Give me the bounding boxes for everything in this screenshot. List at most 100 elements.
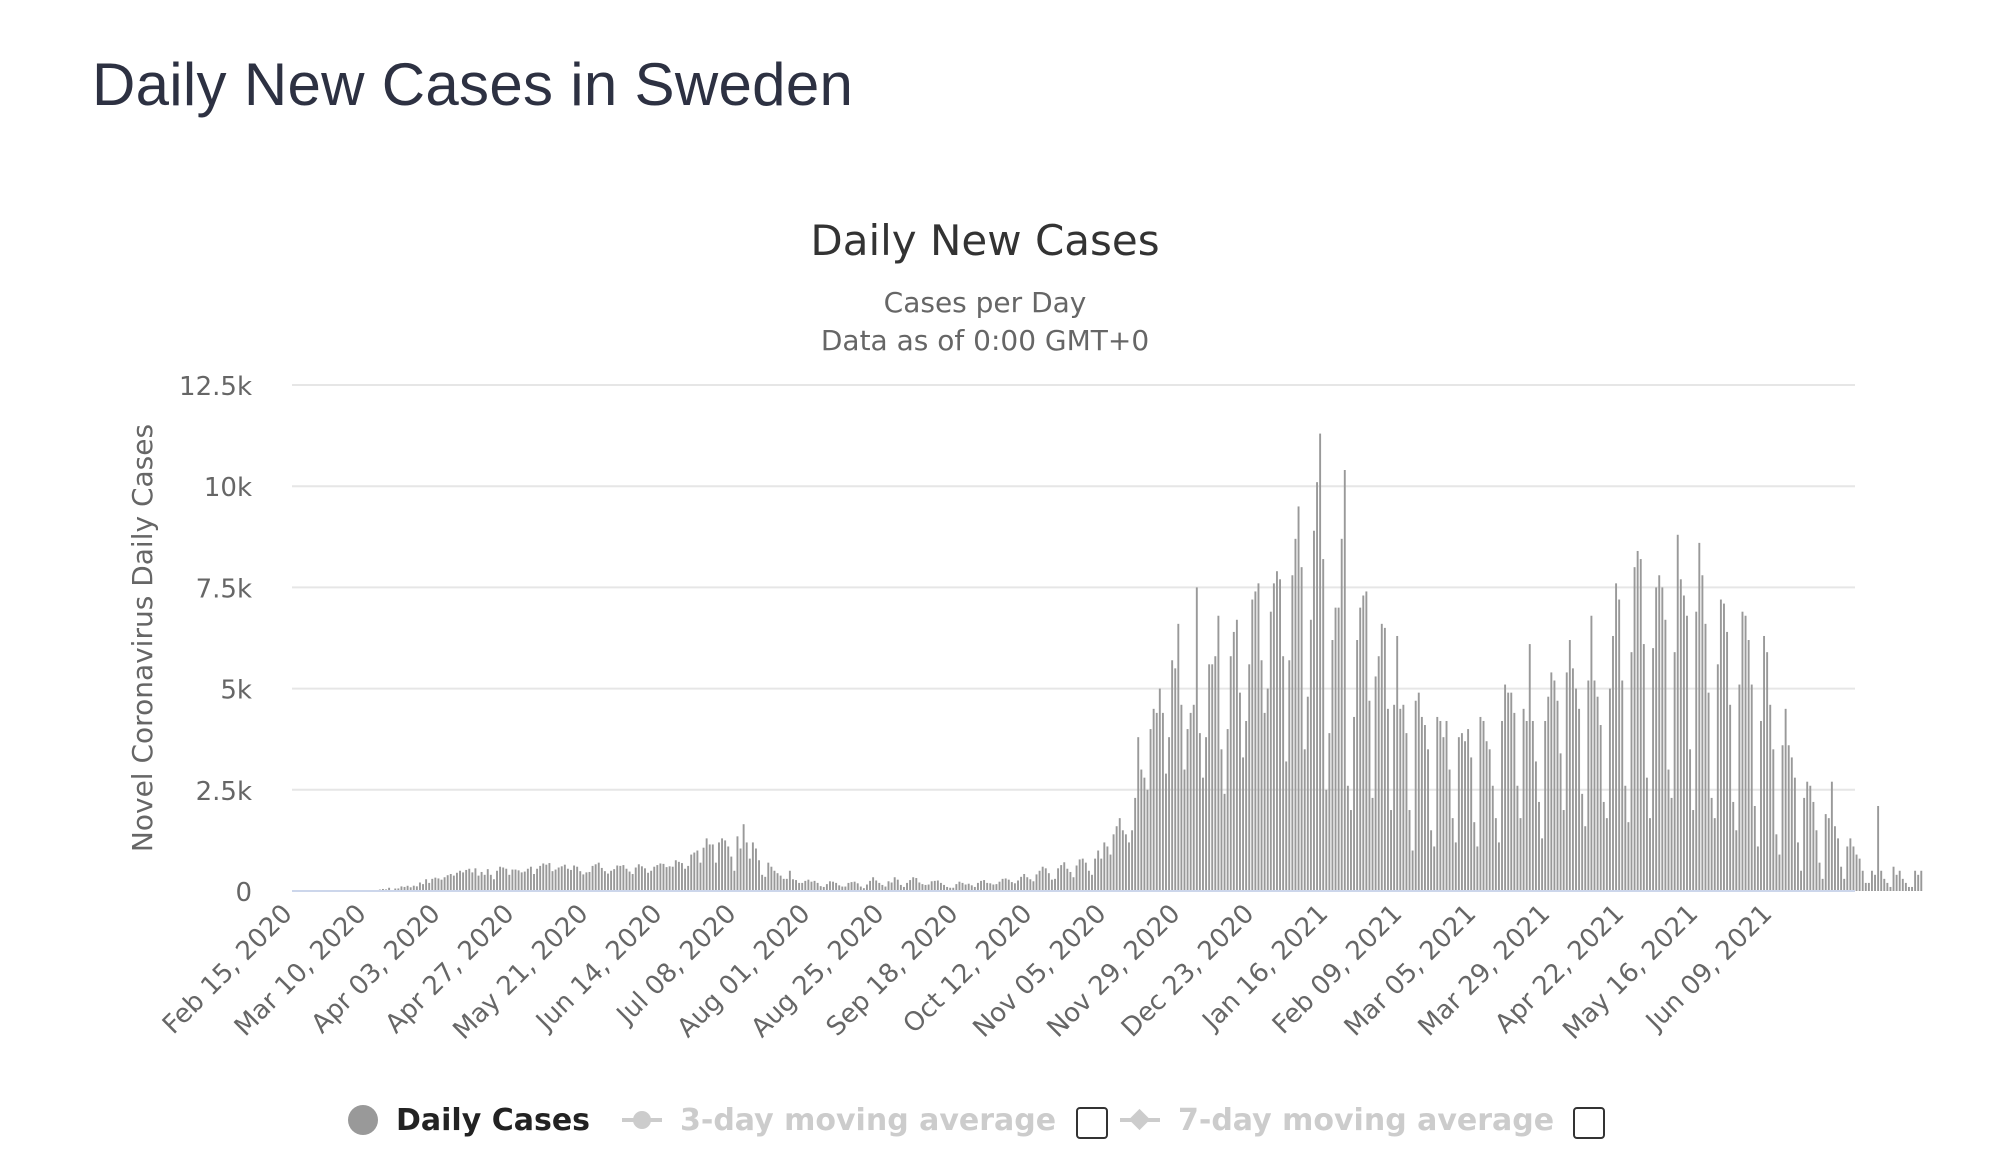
bar[interactable] bbox=[1263, 712, 1266, 891]
bar[interactable] bbox=[1778, 854, 1781, 891]
bar[interactable] bbox=[755, 848, 757, 892]
bar[interactable] bbox=[637, 864, 640, 891]
bar[interactable] bbox=[1568, 640, 1571, 891]
bar[interactable] bbox=[409, 887, 412, 891]
bar[interactable] bbox=[822, 886, 825, 891]
bar[interactable] bbox=[1402, 704, 1405, 891]
bar[interactable] bbox=[1784, 708, 1787, 891]
bar[interactable] bbox=[1491, 785, 1494, 891]
bar[interactable] bbox=[647, 872, 650, 891]
bar[interactable] bbox=[918, 882, 921, 892]
bar[interactable] bbox=[1880, 870, 1883, 891]
bar[interactable] bbox=[1695, 611, 1698, 891]
bar[interactable] bbox=[434, 877, 437, 891]
bar[interactable] bbox=[1186, 729, 1189, 891]
bar[interactable] bbox=[1914, 870, 1917, 891]
bar[interactable] bbox=[1649, 818, 1651, 891]
bar[interactable] bbox=[989, 883, 992, 891]
bar[interactable] bbox=[1257, 583, 1260, 891]
bar[interactable] bbox=[1343, 470, 1346, 891]
bar[interactable] bbox=[1276, 571, 1278, 891]
bar[interactable] bbox=[705, 838, 708, 891]
bar[interactable] bbox=[813, 880, 816, 891]
bar[interactable] bbox=[1516, 785, 1519, 891]
bar[interactable] bbox=[690, 854, 693, 891]
bar[interactable] bbox=[1109, 854, 1112, 891]
bar[interactable] bbox=[958, 881, 961, 891]
bar[interactable] bbox=[1032, 881, 1035, 891]
bar[interactable] bbox=[1380, 623, 1383, 891]
bar[interactable] bbox=[1633, 567, 1636, 891]
bar[interactable] bbox=[1047, 873, 1050, 891]
bar[interactable] bbox=[875, 880, 878, 891]
bar[interactable] bbox=[881, 884, 884, 891]
bar[interactable] bbox=[1377, 656, 1380, 891]
bar[interactable] bbox=[804, 880, 807, 891]
bar[interactable] bbox=[1473, 822, 1476, 891]
bar[interactable] bbox=[887, 881, 890, 891]
bar[interactable] bbox=[758, 860, 760, 891]
bar[interactable] bbox=[1830, 781, 1833, 891]
bar[interactable] bbox=[847, 882, 850, 891]
bar[interactable] bbox=[1578, 708, 1581, 891]
bar[interactable] bbox=[893, 877, 896, 891]
bar[interactable] bbox=[1232, 631, 1235, 891]
bar[interactable] bbox=[1202, 777, 1204, 891]
bar[interactable] bbox=[1124, 834, 1127, 891]
bar[interactable] bbox=[1803, 797, 1806, 891]
bar[interactable] bbox=[1636, 550, 1639, 891]
bar[interactable] bbox=[539, 865, 542, 891]
bar[interactable] bbox=[1809, 785, 1812, 891]
bar[interactable] bbox=[1439, 720, 1442, 891]
bar[interactable] bbox=[619, 865, 622, 891]
bar[interactable] bbox=[921, 884, 924, 891]
bar[interactable] bbox=[631, 874, 634, 891]
bar[interactable] bbox=[1704, 623, 1707, 891]
bar[interactable] bbox=[1436, 716, 1439, 891]
bar[interactable] bbox=[418, 882, 421, 892]
bar[interactable] bbox=[1001, 878, 1004, 891]
bar[interactable] bbox=[1322, 559, 1325, 891]
bar[interactable] bbox=[1732, 801, 1735, 891]
bar[interactable] bbox=[1679, 579, 1682, 891]
legend-3-day-checkbox[interactable] bbox=[1076, 1107, 1108, 1139]
bar[interactable] bbox=[1417, 692, 1420, 891]
bar[interactable] bbox=[681, 863, 683, 891]
bar[interactable] bbox=[644, 868, 646, 891]
bar[interactable] bbox=[687, 865, 690, 891]
bar[interactable] bbox=[563, 864, 566, 891]
bar[interactable] bbox=[1094, 858, 1097, 891]
bar[interactable] bbox=[1815, 830, 1818, 891]
bar[interactable] bbox=[536, 868, 539, 891]
bar[interactable] bbox=[610, 870, 613, 891]
bar[interactable] bbox=[1087, 870, 1090, 891]
bar[interactable] bbox=[1670, 797, 1673, 891]
bar[interactable] bbox=[1029, 879, 1032, 891]
bar[interactable] bbox=[1726, 631, 1729, 891]
bar[interactable] bbox=[551, 871, 554, 891]
bar[interactable] bbox=[927, 884, 930, 891]
bar[interactable] bbox=[1793, 777, 1796, 891]
bar[interactable] bbox=[788, 870, 791, 891]
bar[interactable] bbox=[1608, 688, 1611, 891]
bar[interactable] bbox=[1531, 720, 1534, 891]
bar[interactable] bbox=[1414, 700, 1417, 891]
bar[interactable] bbox=[1168, 737, 1171, 891]
bar[interactable] bbox=[980, 880, 982, 891]
bar[interactable] bbox=[838, 885, 841, 891]
bar[interactable] bbox=[1149, 729, 1152, 891]
bar[interactable] bbox=[1864, 882, 1867, 891]
bar[interactable] bbox=[1448, 769, 1451, 891]
bar[interactable] bbox=[412, 885, 415, 891]
bar[interactable] bbox=[1272, 583, 1275, 891]
bar[interactable] bbox=[708, 844, 711, 891]
bar[interactable] bbox=[1843, 878, 1846, 891]
bar[interactable] bbox=[1513, 712, 1516, 891]
bar[interactable] bbox=[1239, 692, 1241, 891]
bar[interactable] bbox=[591, 865, 594, 891]
bar[interactable] bbox=[1112, 834, 1115, 891]
bar[interactable] bbox=[841, 886, 844, 891]
bar[interactable] bbox=[394, 888, 397, 891]
bar[interactable] bbox=[1605, 818, 1608, 891]
bar[interactable] bbox=[459, 870, 461, 891]
